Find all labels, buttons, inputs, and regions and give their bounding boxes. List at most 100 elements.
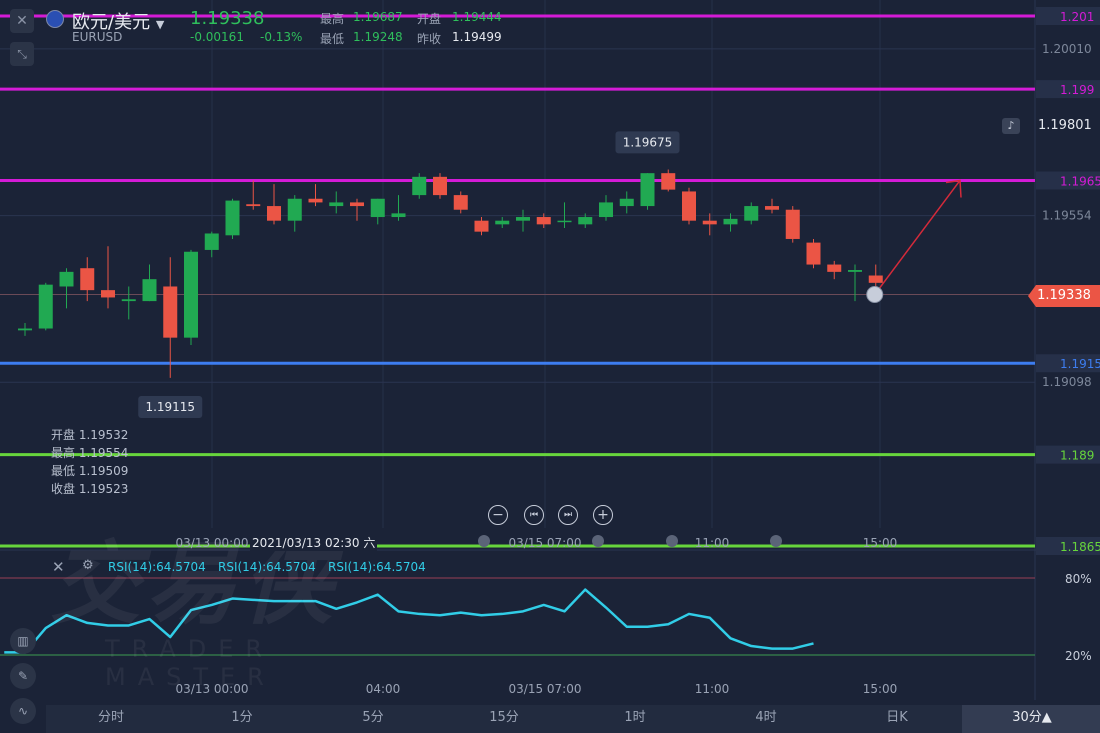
candle-body (495, 220, 510, 225)
rsi-label-1: RSI(14):64.5704 (108, 560, 206, 574)
annotation-box (615, 131, 680, 154)
level-label-bg (1036, 7, 1100, 25)
x-tick-label-rsi: 03/13 00:00 (176, 682, 249, 696)
annotation-label: 1.19115 (145, 400, 195, 414)
time-marker-dot (478, 535, 490, 547)
level-label: 1.199 (1060, 83, 1094, 97)
ohlc-high: 最高 1.19554 (51, 446, 129, 460)
prev-close-label: 昨收 (417, 32, 442, 46)
line-chart-icon[interactable]: ∿ (10, 698, 36, 724)
candle-body (640, 173, 655, 207)
rsi-panel (0, 577, 1035, 656)
current-price: 1.19338 (190, 8, 265, 29)
alert-price: 1.19801 (1038, 118, 1092, 133)
level-label: 1.1965 (1060, 174, 1100, 188)
chevron-down-icon: ▼ (155, 18, 165, 31)
y-tick-label: 1.20010 (1042, 42, 1092, 56)
eu-flag-icon (46, 10, 64, 28)
candle-body (765, 206, 779, 210)
x-tick-label-main: 03/15 07:00 (509, 536, 582, 550)
background-grid (0, 0, 1100, 700)
candle-body (474, 220, 489, 232)
ohlc-open: 开盘 1.19532 (51, 428, 129, 442)
timeframe-15m[interactable]: 15分 (489, 710, 519, 725)
candle-body (868, 275, 883, 283)
x-tick-label-rsi: 11:00 (695, 682, 730, 696)
rsi-level-label: 80% (1065, 572, 1092, 586)
candle-body (536, 217, 551, 225)
candle-body (848, 270, 862, 272)
candle-body (80, 268, 95, 291)
level-label: 1.201 (1060, 10, 1094, 24)
timeframe-30m[interactable]: 30分▲ (1012, 710, 1052, 725)
high-value: 1.19687 (353, 10, 403, 24)
price-change-pct: -0.13% (260, 30, 303, 44)
timeframe-1h[interactable]: 1时 (624, 710, 646, 725)
candle-body (163, 286, 178, 338)
x-tick-label-main: 11:00 (695, 536, 730, 550)
rsi-close-icon[interactable]: ✕ (52, 558, 65, 576)
skip-back-icon[interactable]: ⏮ (524, 505, 544, 525)
candle-body (744, 206, 759, 221)
candle-body (59, 271, 74, 287)
candle-body (391, 213, 406, 218)
candle-body (350, 202, 364, 207)
candle-body (619, 198, 634, 207)
annotation-box (138, 396, 203, 419)
candle-body (121, 299, 136, 302)
price-change: -0.00161 (190, 30, 244, 44)
timeframe-1m[interactable]: 1分 (231, 710, 253, 725)
candle-body (661, 173, 676, 190)
high-label: 最高 (320, 12, 345, 26)
ohlc-close: 收盘 1.19523 (51, 482, 129, 496)
level-label-bg (1036, 80, 1100, 99)
close-icon[interactable]: ✕ (10, 9, 34, 33)
y-tick-label: 1.19098 (1042, 375, 1092, 389)
collapse-icon[interactable]: ⤡ (10, 42, 34, 66)
timeframe-tick[interactable]: 分时 (97, 710, 124, 725)
trend-arrow-line (874, 180, 961, 295)
candle-body (204, 233, 219, 250)
level-label-bg (1036, 171, 1100, 190)
skip-forward-icon[interactable]: ⏭ (558, 505, 578, 525)
level-label-bg (1036, 537, 1100, 555)
candle-body (806, 242, 821, 265)
x-tick-label-main: 15:00 (863, 536, 898, 550)
candle-body (682, 191, 696, 221)
pair-name[interactable]: 欧元/美元 ▼ (72, 12, 165, 33)
level-label: 1.1865 (1060, 540, 1100, 554)
ohlc-box: 开盘 1.19532 最高 1.19554 最低 1.19509 收盘 1.19… (51, 426, 128, 498)
timeframe-daily[interactable]: 日K (886, 710, 908, 725)
timeframe-bar (46, 705, 1100, 733)
time-marker-dot (592, 535, 604, 547)
current-price-tag-text: 1.19338 (1037, 288, 1091, 303)
candle-body (38, 284, 53, 329)
bell-icon[interactable]: ♪ (1002, 118, 1020, 134)
level-label: 1.1915 (1060, 357, 1100, 371)
draw-tool-icon[interactable]: ✎ (10, 663, 36, 689)
level-label-bg (1036, 354, 1100, 373)
candle-body (287, 198, 302, 221)
candle-body (412, 176, 427, 196)
rsi-label-3: RSI(14):64.5704 (328, 560, 426, 574)
candle-body (453, 195, 468, 210)
zoom-out-icon[interactable]: − (488, 505, 508, 525)
candle-body (308, 198, 323, 203)
time-marker-dot (770, 535, 782, 547)
candle-body (370, 198, 385, 218)
rsi-settings-icon[interactable]: ⚙ (82, 558, 94, 573)
timeframe-5m[interactable]: 5分 (362, 710, 384, 725)
candle-body (599, 202, 613, 218)
candle-body (329, 202, 344, 207)
open-label: 开盘 (417, 12, 442, 26)
zoom-in-icon[interactable]: + (593, 505, 613, 525)
timeframe-4h[interactable]: 4时 (755, 710, 777, 725)
candle-body (225, 200, 240, 236)
candle-body (433, 176, 447, 196)
low-value: 1.19248 (353, 30, 403, 44)
open-value: 1.19444 (452, 10, 502, 24)
indicator-icon[interactable]: ▥ (10, 628, 36, 654)
candle-body (827, 264, 842, 272)
candle-body (142, 279, 157, 302)
